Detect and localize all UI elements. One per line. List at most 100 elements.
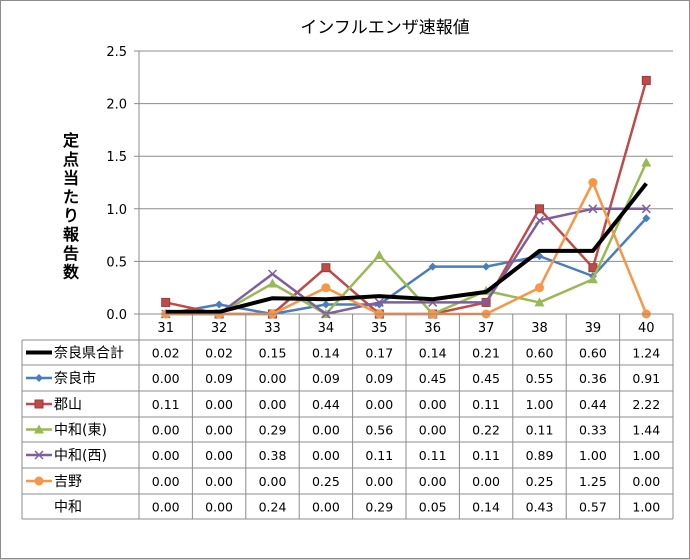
x-marker	[34, 450, 44, 460]
x-marker	[374, 297, 384, 307]
table-cell: 0.00	[152, 371, 180, 386]
triangle-marker	[374, 250, 385, 260]
x-tick-label: 40	[638, 321, 655, 336]
x-tick-label: 35	[371, 321, 388, 336]
series-lines	[160, 75, 652, 319]
y-tick-label: 1.0	[106, 203, 127, 218]
table-cell: 0.00	[205, 500, 233, 515]
table-cell: 0.00	[205, 397, 233, 412]
triangle-marker	[641, 157, 652, 167]
table-cell: 0.11	[472, 397, 500, 412]
table-cell: 0.00	[312, 423, 340, 438]
table-cell: 0.11	[365, 448, 393, 463]
table-row: 中和(西) 0.00 0.00 0.38 0.00 0.11 0.11 0.11 0.89 1.0…	[26, 448, 660, 464]
table-cell: 0.02	[205, 346, 233, 361]
triangle-marker	[267, 278, 278, 288]
table-row: 中和(東) 0.00 0.00 0.29 0.00 0.56 0.00 0.22 0.11 0.3…	[26, 423, 660, 439]
legend-label: 中和(西)	[54, 448, 107, 464]
series-3	[160, 157, 652, 318]
series-line	[165, 80, 648, 316]
table-cell: 0.11	[472, 448, 500, 463]
series-line	[165, 182, 648, 314]
diamond-marker	[428, 262, 437, 271]
x-tick-label: 37	[478, 321, 495, 336]
legend-label: 中和(東)	[54, 423, 107, 439]
table-cell: 0.21	[472, 346, 500, 361]
table-cell: 0.45	[472, 371, 500, 386]
table-cell: 2.22	[632, 397, 660, 412]
series-line	[165, 161, 648, 316]
x-tick-label: 31	[157, 321, 174, 336]
table-cell: 0.00	[472, 474, 500, 489]
square-marker	[535, 204, 544, 214]
diamond-marker	[215, 300, 224, 309]
table-cell: 0.36	[579, 371, 607, 386]
table-cell: 0.00	[152, 500, 180, 515]
table-cell: 0.57	[579, 500, 607, 515]
table-cell: 0.29	[365, 500, 393, 515]
table-cell: 0.11	[526, 423, 554, 438]
table-cell: 0.00	[205, 423, 233, 438]
diamond-marker	[482, 262, 491, 271]
table-cell: 1.44	[632, 423, 660, 438]
y-axis-label: 定点当たり報告数	[62, 131, 80, 282]
circle-marker	[321, 283, 331, 293]
table-cell: 0.29	[259, 423, 287, 438]
table-cell: 0.33	[579, 423, 607, 438]
square-marker	[641, 75, 651, 85]
table-cell: 0.00	[632, 474, 660, 489]
table-cell: 0.91	[632, 371, 660, 386]
y-tick-label: 1.5	[106, 150, 127, 165]
x-tick-label: 32	[211, 321, 228, 336]
table-cell: 0.22	[472, 423, 500, 438]
table-cell: 0.24	[259, 500, 287, 515]
table-cell: 0.09	[205, 371, 233, 386]
y-tick-labels: 0.0 0.5 1.0 1.5 2.0 2.5	[106, 45, 127, 323]
table-cell: 0.60	[526, 346, 554, 361]
square-marker	[161, 297, 171, 307]
table-cell: 0.00	[419, 474, 447, 489]
table-cell: 0.14	[419, 346, 447, 361]
chart-title: インフルエンザ速報値	[300, 18, 470, 38]
legend-label: 奈良県合計	[54, 346, 124, 362]
table-row: 中和 0.00 0.00 0.24 0.00 0.29 0.05 0.14 0.43 0.57 1.…	[54, 500, 660, 516]
table-cell: 0.00	[152, 474, 180, 489]
series-line	[165, 207, 647, 316]
table-cell: 0.14	[472, 500, 500, 515]
y-tick-label: 2.5	[106, 45, 127, 60]
table-cell: 0.44	[579, 397, 607, 412]
square-marker	[321, 263, 331, 273]
x-marker	[267, 269, 278, 279]
table-cell: 1.25	[579, 474, 607, 489]
circle-marker	[34, 476, 44, 486]
table-cell: 0.17	[365, 346, 393, 361]
x-tick-label: 39	[585, 321, 602, 336]
table-row: 奈良市 0.00 0.09 0.00 0.09 0.09 0.45 0.45 0.55 0.36 0…	[26, 370, 660, 387]
triangle-marker	[587, 274, 598, 284]
table-row: 奈良県合計 0.02 0.02 0.15 0.14 0.17 0.14 0.21 0.60 0.6…	[26, 346, 660, 362]
table-cell: 0.00	[152, 448, 180, 463]
table-cell: 0.89	[526, 448, 554, 463]
x-marker	[641, 204, 651, 214]
table-cell: 0.56	[365, 423, 393, 438]
table-cell: 0.15	[259, 346, 287, 361]
table-cell: 0.00	[312, 500, 340, 515]
y-tick-label: 2.0	[106, 98, 127, 113]
x-tick-label: 34	[318, 321, 335, 336]
table-cell: 0.60	[579, 346, 607, 361]
table-cell: 0.11	[152, 397, 180, 412]
diamond-marker	[321, 300, 330, 309]
table-cell: 0.14	[312, 346, 340, 361]
table-row: 吉野 0.00 0.00 0.00 0.25 0.00 0.00 0.00 0.25 1.25 0.…	[26, 474, 660, 490]
table-cell: 0.43	[526, 500, 554, 515]
triangle-marker	[534, 297, 545, 307]
series-0	[165, 182, 648, 314]
table-cell: 0.25	[312, 474, 340, 489]
x-marker	[588, 204, 598, 214]
table-cell: 0.00	[259, 397, 287, 412]
legend-label: 奈良市	[54, 370, 96, 387]
diamond-marker	[35, 374, 43, 382]
table-cell: 0.02	[152, 346, 180, 361]
table-cell: 1.24	[632, 346, 660, 361]
diamond-marker	[642, 214, 651, 223]
